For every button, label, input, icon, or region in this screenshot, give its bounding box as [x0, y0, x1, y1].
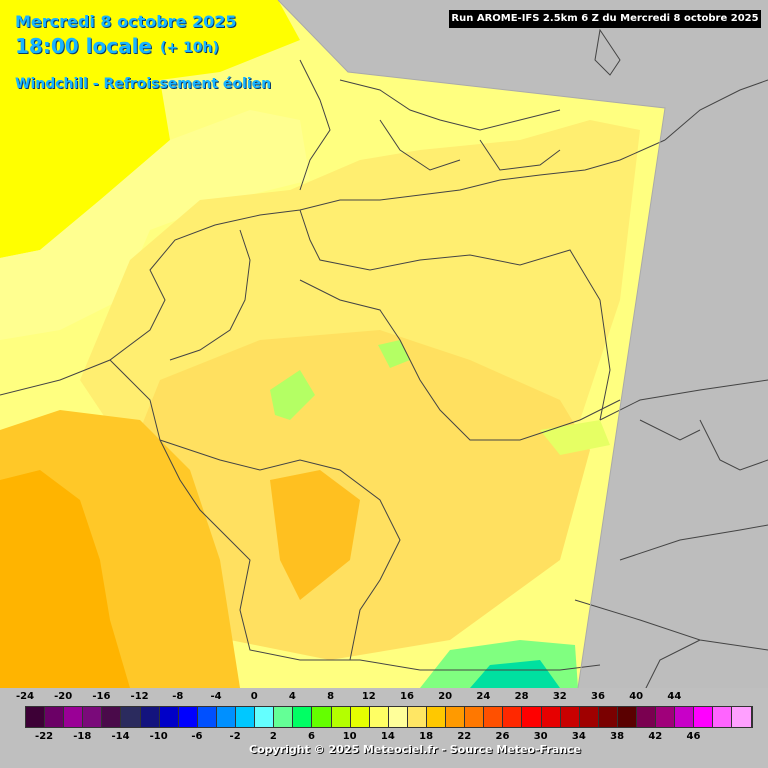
legend-bottom-tick: 38 [610, 731, 625, 742]
legend-top-tick: 44 [667, 691, 682, 702]
legend-swatch [350, 707, 370, 727]
legend-swatch [331, 707, 351, 727]
legend-swatch [617, 707, 637, 727]
legend-bottom-tick: -18 [73, 731, 92, 742]
legend-swatch [216, 707, 237, 727]
forecast-lead-time: (+ 10h) [160, 40, 219, 56]
legend-bottom-tick: 22 [457, 731, 472, 742]
legend-bottom-tick: 2 [269, 731, 277, 742]
legend-bottom-tick: -2 [229, 731, 241, 742]
legend-swatch [426, 707, 447, 727]
legend-background [0, 688, 768, 768]
legend-swatch [197, 707, 217, 727]
legend-top-tick: 8 [327, 691, 335, 702]
legend-swatch [694, 707, 714, 727]
parameter-title: Windchill - Refroissement éolien [15, 76, 272, 92]
legend-top-tick: 4 [288, 691, 296, 702]
legend-top-tick: -20 [54, 691, 73, 702]
zone-bright-yellow [0, 0, 300, 258]
legend-bottom-tick: -22 [35, 731, 54, 742]
zone-pale-sea [0, 110, 310, 340]
legend-swatch [465, 707, 485, 727]
legend-bottom-tick: -10 [149, 731, 168, 742]
legend-swatch [83, 707, 103, 727]
legend-top-tick: 28 [514, 691, 529, 702]
legend-top-tick: -24 [15, 691, 35, 702]
legend-bottom-tick: 42 [648, 731, 663, 742]
legend-swatch [369, 707, 389, 727]
legend-swatch [236, 707, 256, 727]
legend-swatch [45, 707, 65, 727]
legend-bottom-tick: 6 [308, 731, 315, 742]
legend-bottom-tick: -14 [111, 731, 130, 742]
legend-swatch [178, 707, 198, 727]
legend-swatch [503, 707, 523, 727]
legend-swatch [713, 707, 733, 727]
legend-swatch [26, 707, 46, 727]
zone-green-patch-2 [378, 340, 410, 368]
legend-top-tick: 40 [629, 691, 644, 702]
legend-top-tick: 20 [438, 691, 453, 702]
forecast-time: 18:00 locale [15, 34, 152, 58]
legend-swatch [637, 707, 657, 727]
legend-top-tick: 36 [591, 691, 605, 702]
legend-bottom-tick: 26 [495, 731, 510, 742]
legend-swatch [102, 707, 122, 727]
legend-swatch [255, 707, 275, 727]
legend-top-tick: -4 [210, 691, 222, 702]
zone-alps-dark [470, 660, 560, 688]
legend-bottom-tick: -6 [191, 731, 203, 742]
legend-top-tick: 16 [400, 691, 414, 702]
legend-swatch [732, 707, 752, 727]
legend-swatch [675, 707, 695, 727]
legend-bottom-tick: 34 [571, 731, 586, 742]
legend-swatch [293, 707, 313, 727]
color-scale-legend [25, 706, 753, 728]
legend-swatch [484, 707, 504, 727]
forecast-date: Mercredi 8 octobre 2025 [15, 12, 237, 31]
legend-top-tick: -8 [172, 691, 184, 702]
legend-bottom-tick: 18 [419, 731, 434, 742]
legend-swatch [159, 707, 179, 727]
legend-bottom-tick: 14 [380, 731, 395, 742]
legend-swatch [522, 707, 542, 727]
legend-swatch [64, 707, 84, 727]
domain-edge [277, 0, 666, 689]
legend-top-tick: -16 [92, 691, 111, 702]
legend-top-tick: 24 [476, 691, 491, 702]
legend-swatch [560, 707, 580, 727]
zone-orange-southwest [0, 470, 130, 688]
legend-swatch [407, 707, 427, 727]
legend-top-tick: 0 [250, 691, 258, 702]
legend-bottom-tick: 46 [686, 731, 701, 742]
legend-swatch [656, 707, 676, 727]
legend-swatch [274, 707, 294, 727]
legend-swatch [140, 707, 160, 727]
zone-green-patch-1 [270, 370, 315, 420]
zone-green-patch-3 [540, 420, 610, 455]
legend-bottom-tick: 30 [533, 731, 548, 742]
legend-top-tick: -12 [130, 691, 149, 702]
legend-swatch [388, 707, 408, 727]
legend-swatch [446, 707, 466, 727]
legend-top-tick: 12 [361, 691, 376, 702]
zone-gold-central [120, 330, 590, 660]
zone-orange-rhine [270, 470, 360, 600]
legend-swatch [541, 707, 561, 727]
legend-swatch [312, 707, 332, 727]
copyright-text: Copyright © 2025 Meteociel.fr - Source M… [249, 743, 582, 756]
legend-bottom-tick: 10 [342, 731, 357, 742]
legend-swatch [598, 707, 618, 727]
legend-swatch [579, 707, 599, 727]
legend-top-tick: 32 [552, 691, 567, 702]
legend-swatch [121, 707, 141, 727]
run-info-box: Run AROME-IFS 2.5km 6 Z du Mercredi 8 oc… [449, 10, 761, 28]
